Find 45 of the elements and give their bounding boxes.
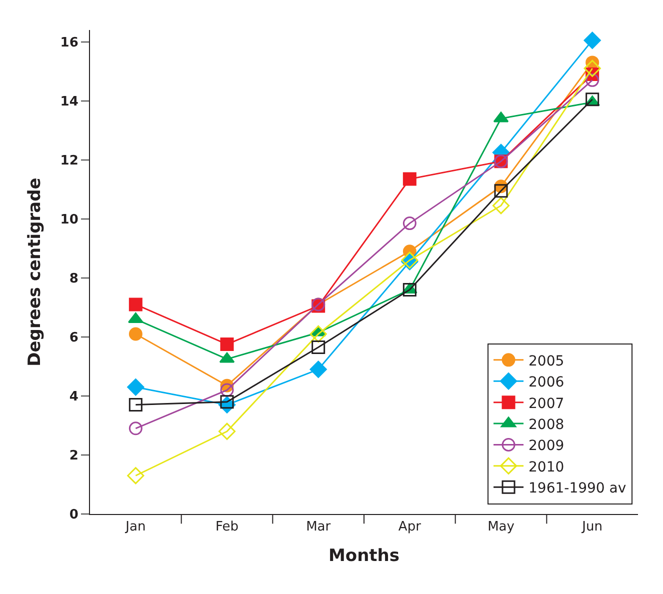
x-tick-label: Jun (581, 520, 602, 535)
point (128, 398, 142, 412)
y-tick-label: 16 (60, 35, 78, 50)
point (584, 32, 601, 49)
point (402, 216, 416, 230)
point (310, 360, 327, 378)
y-tick-label: 2 (69, 448, 78, 464)
point (586, 92, 600, 106)
point (128, 422, 142, 436)
y-tick-label: 0 (69, 508, 78, 523)
point (492, 197, 510, 214)
legend-label: 2006 (528, 374, 564, 391)
y-tick-label: 12 (60, 153, 78, 168)
point (127, 467, 144, 484)
y-axis-title: Degrees centigrade (24, 178, 45, 366)
x-tick-label: Apr (398, 520, 422, 535)
y-tick-label: 6 (69, 330, 78, 346)
x-tick-label: Jan (124, 520, 146, 535)
point (402, 172, 416, 186)
x-tick-label: May (488, 520, 515, 535)
point (220, 338, 234, 352)
point (586, 73, 600, 87)
legend-label: 2005 (528, 353, 564, 370)
legend-label: 2010 (528, 459, 564, 476)
point (220, 383, 234, 397)
point (218, 422, 236, 440)
x-tick-label: Feb (215, 520, 239, 535)
point (128, 327, 142, 341)
y-tick-label: 4 (69, 390, 78, 404)
x-tick-label: Mar (306, 520, 332, 535)
legend-label: 1961-1990 av (528, 480, 626, 497)
point (584, 60, 601, 77)
legend-label: 2008 (528, 416, 564, 433)
point (127, 378, 144, 396)
point (312, 340, 326, 354)
point (310, 325, 327, 343)
point (494, 184, 508, 198)
legend-label: 2007 (528, 396, 564, 412)
x-axis-title: Months (328, 546, 400, 566)
y-tick-label: 10 (60, 212, 78, 228)
legend-label: 2009 (528, 438, 564, 454)
point (402, 282, 416, 296)
y-tick-label: 14 (60, 94, 78, 110)
y-tick-label: 8 (69, 271, 78, 286)
point (128, 298, 142, 312)
